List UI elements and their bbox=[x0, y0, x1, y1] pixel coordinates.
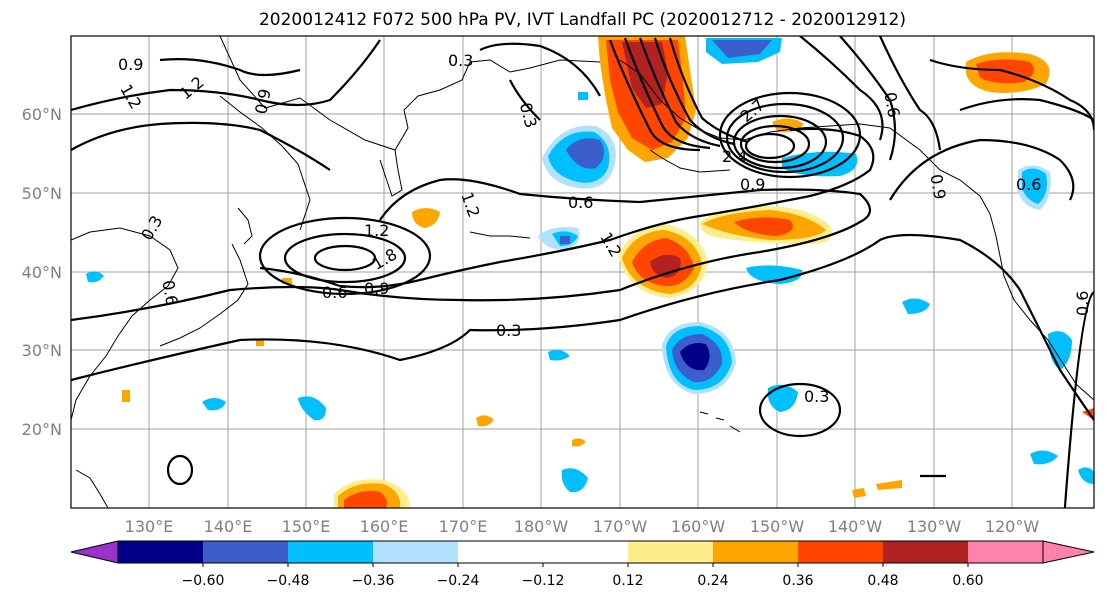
colorbar-extend-low bbox=[70, 540, 119, 564]
colorbar-extend-high bbox=[1042, 540, 1095, 564]
lon-label: 140°W bbox=[828, 517, 883, 536]
colorbar-tick-label: 0.36 bbox=[782, 573, 813, 589]
colorbar-tick-label: −0.60 bbox=[182, 573, 225, 589]
colorbar-segment bbox=[713, 541, 798, 563]
lon-label: 170°E bbox=[439, 517, 488, 536]
colorbar-segment bbox=[118, 541, 203, 563]
lon-label: 180°W bbox=[514, 517, 569, 536]
map-title: 2020012412 F072 500 hPa PV, IVT Landfall… bbox=[258, 10, 906, 30]
contour-label: 0.9 bbox=[251, 87, 274, 115]
colorbar-segment bbox=[203, 541, 288, 563]
contour-label: 0.6 bbox=[322, 283, 347, 302]
colorbar-segment bbox=[373, 541, 458, 563]
lon-label: 120°W bbox=[985, 517, 1040, 536]
contour-label: 0.6 bbox=[158, 279, 181, 307]
lat-label-60n: 60°N bbox=[22, 105, 62, 124]
colorbar-tick-label: −0.24 bbox=[437, 573, 480, 589]
colorbar-segment bbox=[883, 541, 968, 563]
colorbar: −0.60 −0.48 −0.36 −0.24 −0.12 0.12 0.24 … bbox=[70, 540, 1095, 589]
colorbar-segment bbox=[458, 541, 543, 563]
contour-label: 0.9 bbox=[740, 175, 765, 194]
lat-label-20n: 20°N bbox=[22, 420, 62, 439]
contour-label: 0.9 bbox=[118, 55, 143, 74]
colorbar-segment bbox=[968, 541, 1043, 563]
contour-label: 0.6 bbox=[880, 91, 903, 119]
colorbar-tick-label: 0.48 bbox=[867, 573, 898, 589]
lon-label: 150°W bbox=[750, 517, 805, 536]
colorbar-tick-label: −0.48 bbox=[267, 573, 310, 589]
colorbar-tick-label: 0.24 bbox=[697, 573, 728, 589]
coastlines bbox=[71, 36, 1094, 508]
contour-label: 0.9 bbox=[926, 173, 949, 201]
contour-label: 0.6 bbox=[1016, 175, 1041, 194]
lon-label: 150°E bbox=[282, 517, 331, 536]
colorbar-segment bbox=[628, 541, 713, 563]
colorbar-border bbox=[117, 540, 1044, 564]
lon-label: 160°W bbox=[671, 517, 726, 536]
map-frame bbox=[70, 35, 1095, 509]
longitude-labels: 130°E 140°E 150°E 160°E 170°E 180°W 170°… bbox=[125, 517, 1040, 536]
lon-label: 170°W bbox=[593, 517, 648, 536]
lon-label: 130°E bbox=[125, 517, 174, 536]
contour-label: 0.6 bbox=[1073, 291, 1092, 316]
colorbar-tick-label: −0.12 bbox=[522, 573, 565, 589]
lon-label: 160°E bbox=[360, 517, 409, 536]
colorbar-tick-label: 0.60 bbox=[952, 573, 983, 589]
contour-label: 0.3 bbox=[804, 387, 829, 406]
contour-label: 1.2 bbox=[364, 221, 389, 240]
contour-label: 0.9 bbox=[364, 279, 389, 298]
colorbar-segment bbox=[798, 541, 883, 563]
lat-label-50n: 50°N bbox=[22, 184, 62, 203]
colorbar-segment bbox=[288, 541, 373, 563]
lon-label: 140°E bbox=[204, 517, 253, 536]
lat-label-30n: 30°N bbox=[22, 341, 62, 360]
pv-contours bbox=[71, 36, 1094, 508]
lon-label: 130°W bbox=[907, 517, 962, 536]
contour-label: 0.3 bbox=[448, 51, 473, 70]
colorbar-tick-label: 0.12 bbox=[612, 573, 643, 589]
contour-label: 0.3 bbox=[496, 321, 521, 340]
shaded-anomalies bbox=[86, 36, 1094, 508]
colorbar-tick-label: −0.36 bbox=[352, 573, 395, 589]
latitude-labels: 60°N 50°N 40°N 30°N 20°N bbox=[22, 105, 62, 439]
contour-label: 2.4 bbox=[722, 147, 747, 166]
lat-label-40n: 40°N bbox=[22, 263, 62, 282]
colorbar-segment bbox=[543, 541, 628, 563]
contour-label: 0.6 bbox=[568, 193, 593, 212]
